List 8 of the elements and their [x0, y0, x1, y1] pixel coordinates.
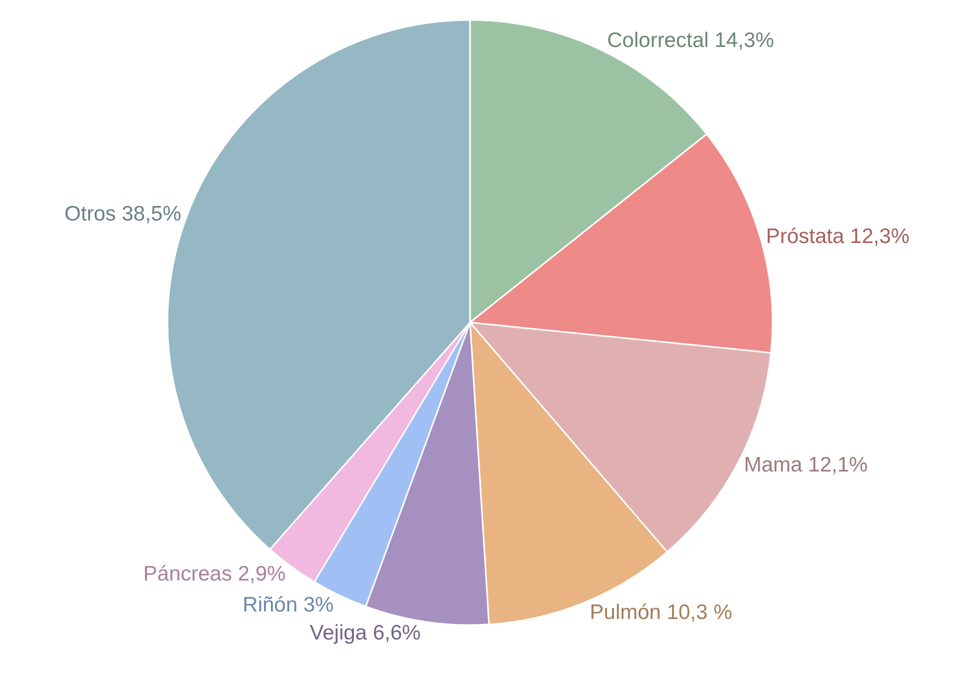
- slice-label: Mama 12,1%: [744, 453, 868, 476]
- slice-label: Otros 38,5%: [64, 202, 182, 226]
- slice-label: Páncreas 2,9%: [143, 562, 286, 586]
- slice-label: Colorrectal 14,3%: [607, 29, 774, 52]
- slice-label: Vejiga 6,6%: [310, 622, 421, 645]
- slice-label: Riñón 3%: [242, 593, 334, 616]
- slice-label: Pulmón 10,3 %: [590, 601, 732, 624]
- slice-label: Próstata 12,3%: [766, 224, 910, 248]
